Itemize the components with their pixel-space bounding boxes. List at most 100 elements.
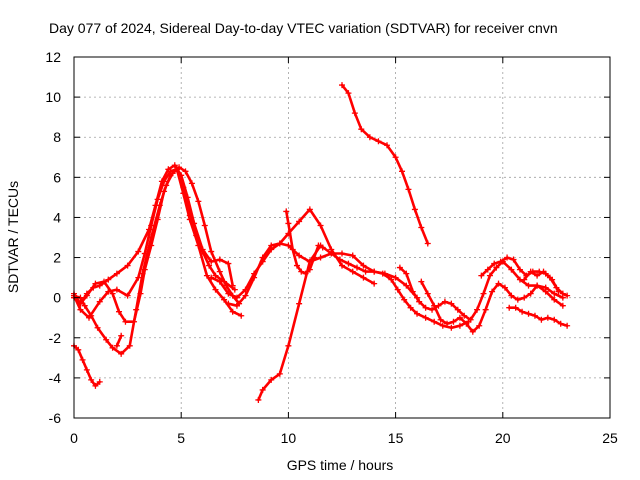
data-point — [201, 222, 208, 229]
data-point — [208, 274, 215, 281]
data-point — [407, 304, 414, 311]
data-point — [403, 282, 410, 289]
data-point — [424, 290, 431, 297]
data-point — [371, 268, 378, 275]
data-point — [276, 370, 283, 377]
data-point — [401, 296, 408, 303]
data-point — [233, 302, 240, 309]
data-point — [439, 322, 446, 329]
y-tick-label: 12 — [45, 49, 61, 65]
data-point — [444, 320, 451, 327]
x-axis-label: GPS time / hours — [287, 457, 394, 473]
data-point — [233, 294, 240, 301]
data-point — [476, 322, 483, 329]
plot-frame — [73, 56, 611, 419]
data-point — [411, 206, 418, 213]
data-point — [512, 304, 519, 311]
data-point — [441, 298, 448, 305]
data-point — [88, 376, 95, 383]
data-point — [482, 306, 489, 313]
series-track-8 — [225, 240, 421, 309]
data-point — [285, 242, 292, 249]
series-track-12 — [396, 258, 566, 323]
data-point — [317, 242, 324, 249]
series-track-15 — [506, 304, 571, 329]
data-point — [176, 164, 183, 171]
data-point — [169, 170, 176, 177]
data-point — [203, 272, 210, 279]
data-point — [126, 342, 133, 349]
data-point — [216, 278, 223, 285]
data-point — [467, 316, 474, 323]
data-point — [268, 242, 275, 249]
y-tick-label: -2 — [49, 330, 62, 346]
data-point — [418, 278, 425, 285]
data-point — [77, 306, 84, 313]
data-point — [212, 286, 219, 293]
y-tick-label: 6 — [53, 169, 61, 185]
data-point — [225, 290, 232, 297]
series-trace — [72, 166, 241, 356]
series-trace — [507, 306, 569, 328]
data-point — [358, 126, 365, 133]
data-point — [148, 234, 155, 241]
data-point — [553, 284, 560, 291]
data-point — [154, 196, 161, 203]
data-point — [296, 252, 303, 259]
data-point — [225, 260, 232, 267]
data-point — [486, 272, 493, 279]
data-point — [259, 254, 266, 261]
chart-title: Day 077 of 2024, Sidereal Day-to-day VTE… — [49, 20, 558, 36]
data-point — [538, 316, 545, 323]
data-point — [448, 300, 455, 307]
series-trace — [419, 280, 565, 334]
data-point — [504, 254, 511, 261]
data-point — [437, 316, 444, 323]
data-point — [163, 182, 170, 189]
data-point — [251, 274, 258, 281]
data-point — [317, 254, 324, 261]
data-point — [450, 318, 457, 325]
data-point — [422, 304, 429, 311]
data-point — [133, 306, 140, 313]
data-point — [118, 350, 125, 357]
data-point — [139, 270, 146, 277]
data-point — [474, 306, 481, 313]
data-point — [289, 246, 296, 253]
series-track-2 — [71, 166, 245, 321]
data-point — [171, 162, 178, 169]
data-point — [360, 274, 367, 281]
data-point — [495, 280, 502, 287]
data-point — [384, 142, 391, 149]
x-tick-label: 25 — [602, 430, 618, 446]
data-point — [510, 256, 517, 263]
data-point — [186, 212, 193, 219]
data-point — [225, 300, 232, 307]
y-tick-label: 2 — [53, 250, 61, 266]
data-point — [534, 282, 541, 289]
series-track-16 — [521, 268, 571, 299]
data-point — [564, 292, 571, 299]
x-tick-label: 5 — [177, 430, 185, 446]
data-point — [83, 366, 90, 373]
data-point — [478, 272, 485, 279]
data-point — [546, 274, 553, 281]
data-point — [296, 218, 303, 225]
data-point — [182, 168, 189, 175]
data-point — [135, 248, 142, 255]
data-point — [371, 280, 378, 287]
data-point — [283, 208, 290, 215]
data-point — [208, 248, 215, 255]
data-point — [508, 266, 515, 273]
data-point — [81, 302, 88, 309]
data-point — [525, 282, 532, 289]
data-point — [551, 290, 558, 297]
data-point — [116, 308, 123, 315]
data-point — [491, 260, 498, 267]
data-point — [396, 264, 403, 271]
data-point — [255, 396, 262, 403]
data-point — [516, 266, 523, 273]
data-point — [461, 312, 468, 319]
data-point — [489, 288, 496, 295]
